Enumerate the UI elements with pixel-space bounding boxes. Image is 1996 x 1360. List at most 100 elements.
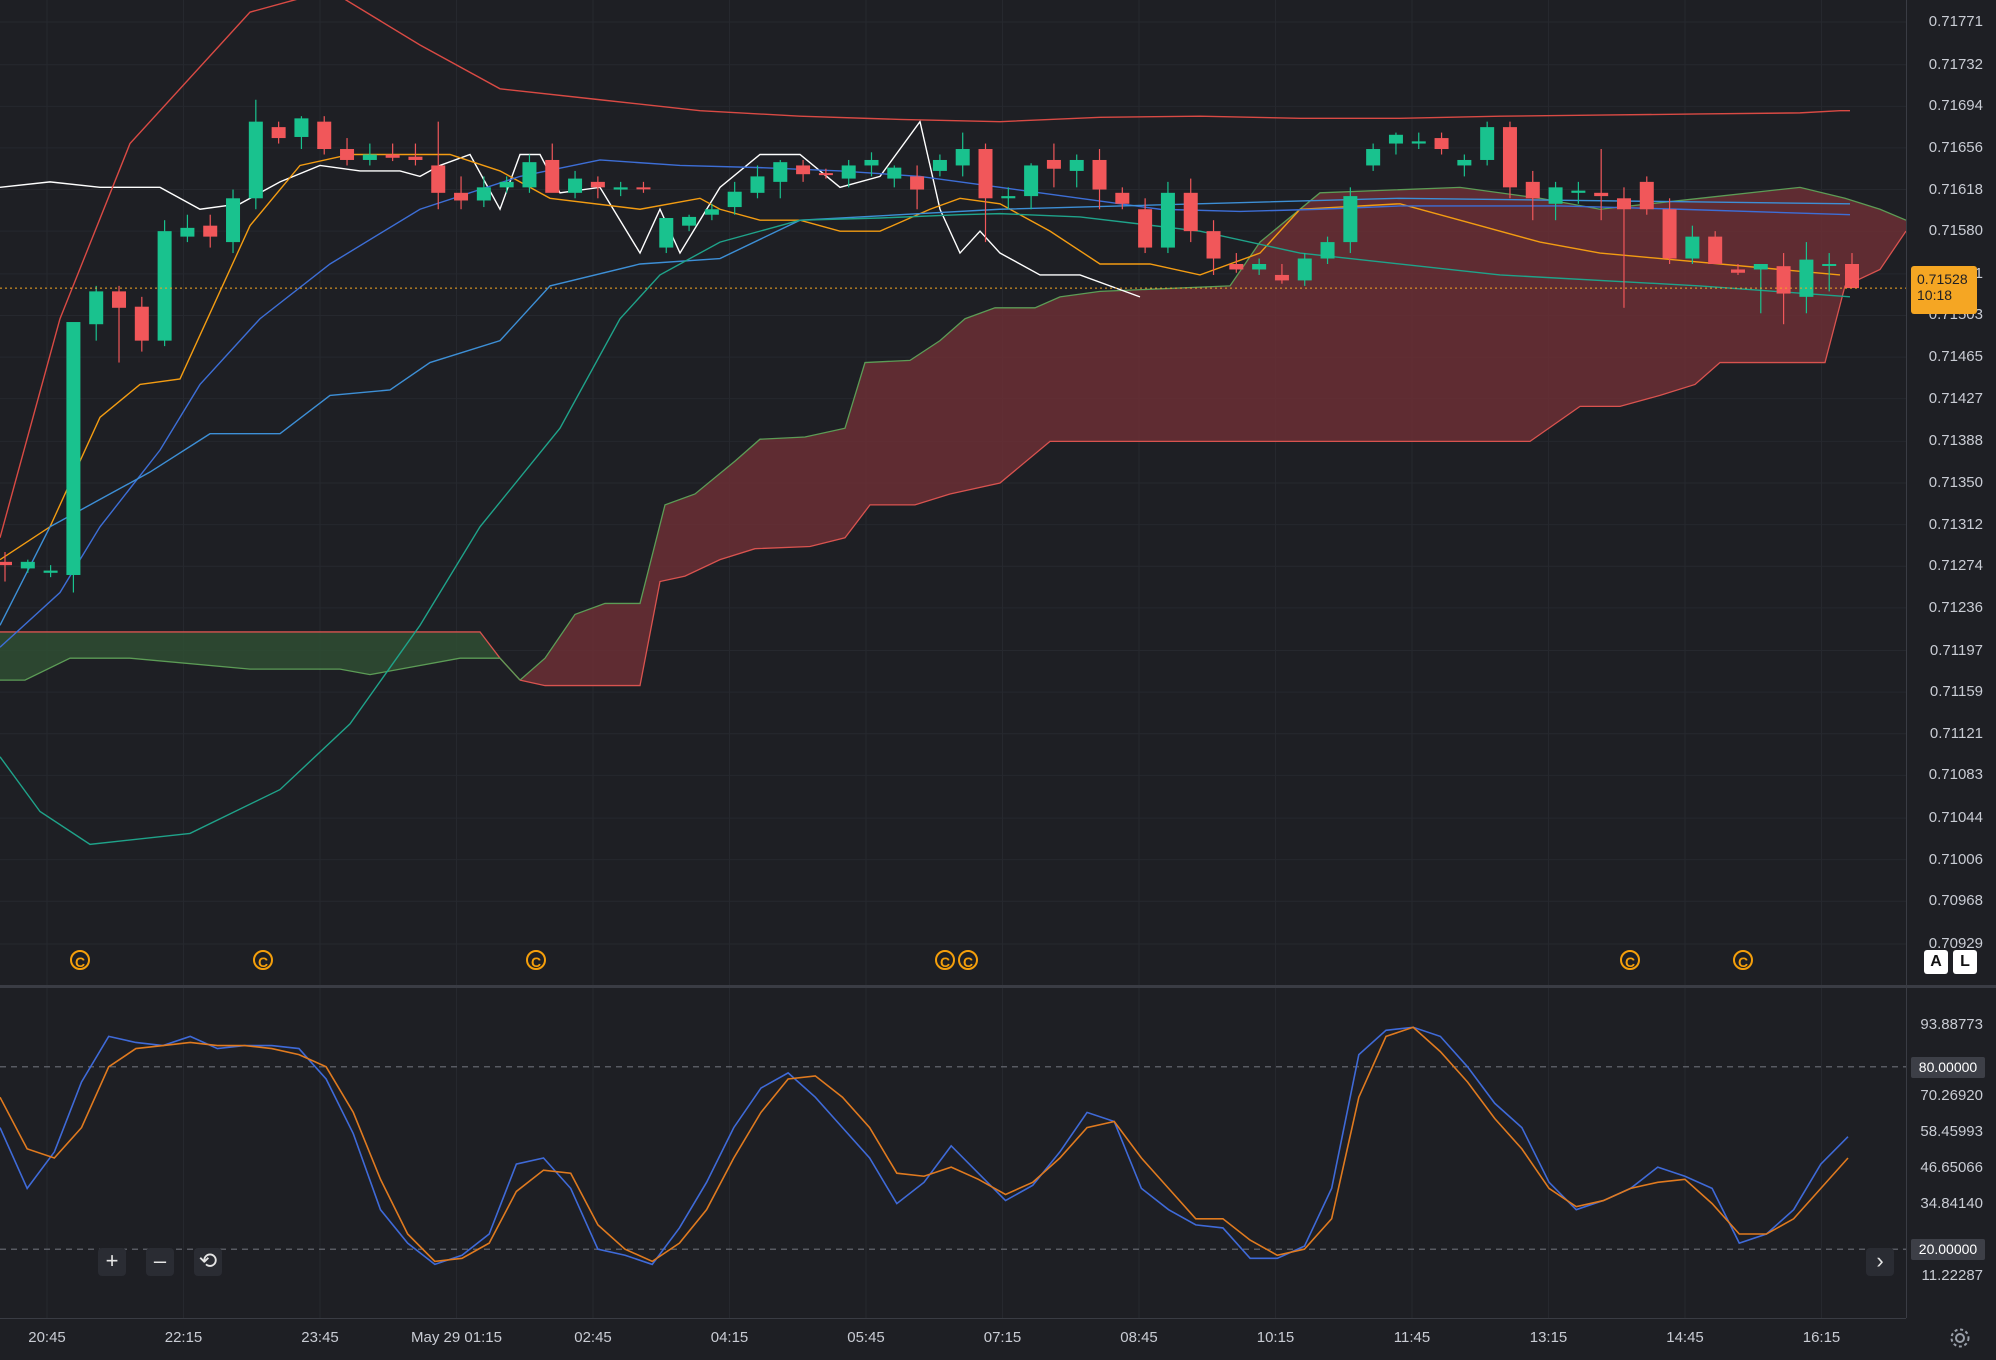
oscillator-axis[interactable]: 93.88773 70.26920 58.45993 46.65066 34.84140…: [1906, 988, 1996, 1318]
price-chart-pane[interactable]: [0, 0, 1906, 985]
price-tick-label: 0.71732: [1928, 55, 1983, 73]
event-marker-icon[interactable]: C: [70, 950, 90, 970]
event-marker-icon[interactable]: C: [253, 950, 273, 970]
candle: [727, 181, 742, 215]
candle: [1411, 132, 1426, 150]
time-tick-label: 13:15: [1529, 1329, 1568, 1346]
event-marker-icon[interactable]: C: [1733, 950, 1753, 970]
candle-body: [431, 165, 446, 193]
candles: [0, 99, 1859, 593]
gear-icon[interactable]: [1948, 1326, 1972, 1350]
time-tick-label: 02:45: [574, 1329, 612, 1346]
candle-body: [180, 227, 195, 237]
price-tick-label: 0.71350: [1928, 474, 1983, 491]
candle: [1845, 253, 1859, 289]
candle: [1639, 176, 1654, 215]
candle-body: [294, 118, 309, 137]
candle-body: [1845, 263, 1859, 289]
candle-body: [1434, 138, 1449, 150]
candle: [1799, 242, 1814, 314]
candle: [0, 551, 12, 582]
time-tick-label: 10:15: [1256, 1329, 1295, 1346]
price-axis[interactable]: 0.71771 0.71732 0.71694 0.71656 0.71618 0.715…: [1906, 0, 1996, 985]
indicator-line: [0, 0, 1850, 538]
price-tick-label: 0.71388: [1928, 432, 1983, 450]
auto-scale-button[interactable]: A: [1924, 950, 1948, 974]
candle: [1069, 154, 1084, 188]
candle: [1685, 225, 1700, 264]
candle: [568, 170, 583, 199]
candle-body: [1001, 196, 1016, 199]
candle: [476, 176, 491, 208]
candle-body: [317, 121, 332, 150]
candle-body: [1480, 127, 1495, 160]
candle: [203, 214, 218, 248]
zoom-in-button[interactable]: +: [98, 1248, 126, 1276]
candle: [1320, 236, 1335, 264]
zoom-out-button[interactable]: –: [146, 1248, 174, 1276]
candle-body: [955, 149, 970, 166]
candle-body: [1297, 258, 1312, 281]
level-tag: 20.00000: [1911, 1239, 1985, 1261]
log-scale-button[interactable]: L: [1953, 950, 1977, 974]
candle-body: [1571, 190, 1586, 193]
pane-divider[interactable]: [0, 985, 1996, 988]
reset-chart-button[interactable]: ⟲: [194, 1248, 222, 1276]
stochastic-line: [0, 1026, 1849, 1266]
event-marker-icon[interactable]: C: [958, 950, 978, 970]
scroll-right-button[interactable]: ›: [1866, 1248, 1894, 1276]
candle: [340, 138, 355, 166]
candle: [841, 159, 856, 188]
candle: [1092, 149, 1107, 210]
price-tick-label: 0.70929: [1928, 935, 1983, 952]
event-marker-icon[interactable]: C: [526, 950, 546, 970]
level-tag: 80.00000: [1911, 1056, 1985, 1078]
last-price-tag: 0.71528 10:18: [1911, 266, 1977, 314]
candle-body: [1548, 187, 1563, 204]
candle-body: [1776, 266, 1791, 294]
candle-body: [66, 322, 81, 575]
candle-body: [978, 149, 993, 199]
candle: [1138, 198, 1153, 254]
price-tick-label: 0.71083: [1928, 766, 1983, 784]
candle: [408, 143, 423, 166]
time-axis[interactable]: 20:45 22:15 23:45 May 29 01:15 02:45 04:15 05:…: [0, 1318, 1906, 1360]
oscillator-tick-label: 11.22287: [1921, 1266, 1983, 1284]
stochastic-pane[interactable]: [0, 988, 1906, 1318]
candle-body: [568, 178, 583, 193]
time-tick-label: 05:45: [847, 1329, 885, 1346]
price-tick-label: 0.71656: [1928, 138, 1983, 156]
candle: [499, 176, 514, 193]
candle-body: [1366, 149, 1381, 166]
candle-body: [1069, 159, 1084, 171]
candle: [1753, 263, 1768, 314]
event-marker-icon[interactable]: C: [1620, 950, 1640, 970]
time-tick-label: 07:15: [983, 1329, 1022, 1346]
candle-body: [20, 561, 35, 569]
candle: [1388, 132, 1403, 155]
oscillator-tick-label: 93.88773: [1920, 1015, 1983, 1033]
candle: [317, 116, 332, 155]
candle-body: [1115, 192, 1130, 204]
price-tick-label: 0.71044: [1928, 809, 1983, 827]
candle-body: [1138, 209, 1153, 248]
candle-body: [1388, 134, 1403, 144]
stochastic-line: [0, 1026, 1849, 1263]
candle: [1525, 170, 1540, 221]
candle-body: [796, 165, 811, 175]
candle-body: [1274, 274, 1289, 281]
candle: [704, 203, 719, 221]
candle: [1662, 198, 1677, 264]
candle: [1776, 253, 1791, 325]
candle: [112, 285, 127, 363]
candle: [910, 165, 925, 210]
candle: [636, 181, 651, 193]
candle-body: [1411, 141, 1426, 144]
price-tick-label: 0.71465: [1928, 348, 1983, 366]
event-marker-icon[interactable]: C: [935, 950, 955, 970]
candle: [226, 189, 241, 254]
candle: [1457, 154, 1472, 177]
candle-body: [454, 192, 469, 201]
candle: [590, 176, 605, 199]
candle-body: [1753, 263, 1768, 270]
